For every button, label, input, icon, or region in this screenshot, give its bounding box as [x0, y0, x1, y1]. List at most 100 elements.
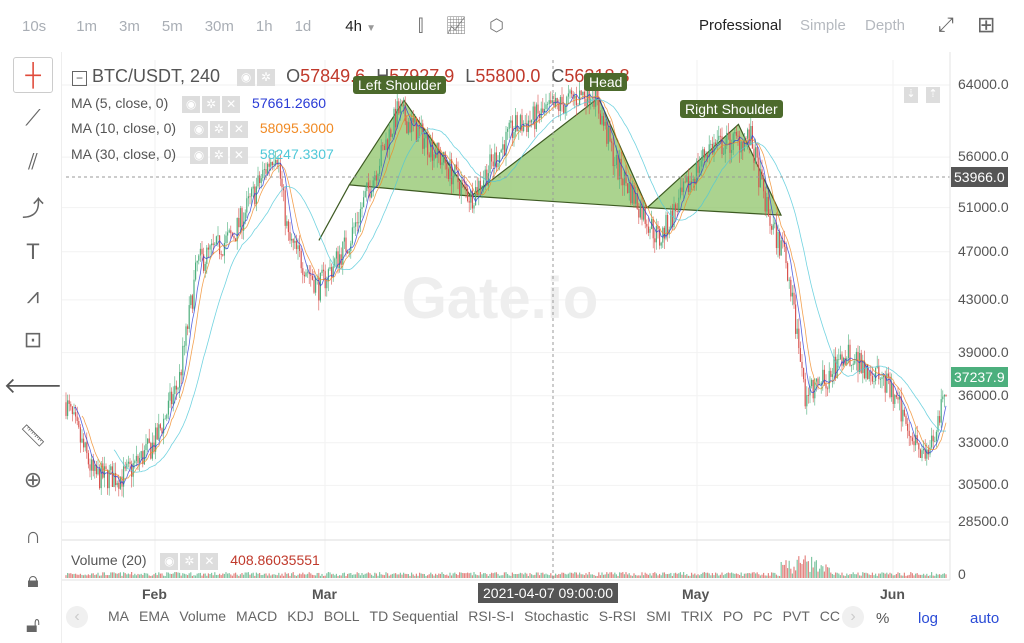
- settings-icon[interactable]: ⬡: [489, 16, 504, 35]
- text-tool-icon[interactable]: T: [26, 239, 40, 264]
- magnet-icon[interactable]: ∩: [25, 523, 41, 548]
- interval-1d[interactable]: 1d: [294, 17, 312, 35]
- back-arrow-icon[interactable]: 🡐: [3, 373, 63, 398]
- volume-bar: [758, 574, 760, 578]
- volume-bar: [326, 573, 328, 578]
- close-icon[interactable]: ✕: [229, 120, 248, 138]
- visibility-icon[interactable]: ◉: [189, 120, 208, 138]
- visibility-icon[interactable]: ◉: [182, 95, 201, 113]
- interval-4h[interactable]: 4h ▼: [345, 18, 376, 35]
- candle-body: [615, 155, 617, 166]
- indicator-po[interactable]: PO: [722, 608, 744, 624]
- scroll-right-icon[interactable]: ›: [842, 606, 864, 628]
- close-icon[interactable]: ✕: [229, 146, 248, 164]
- volume-bar: [839, 575, 841, 578]
- indicator-stochastic[interactable]: Stochastic: [524, 608, 589, 624]
- interval-5m[interactable]: 5m: [161, 17, 183, 35]
- log-scale-button[interactable]: log: [918, 610, 939, 627]
- candle-body: [894, 395, 896, 404]
- visibility-icon[interactable]: ◉: [189, 146, 208, 164]
- polyline-tool-icon[interactable]: ⤴: [21, 196, 44, 221]
- volume-bar: [155, 572, 157, 578]
- lock-drawing-icon[interactable]: 🔒︎: [27, 567, 39, 592]
- close-icon[interactable]: ✕: [200, 552, 219, 570]
- settings-icon[interactable]: ✲: [209, 120, 228, 138]
- interval-3m[interactable]: 3m: [119, 17, 140, 35]
- indicator-pc[interactable]: PC: [753, 608, 773, 624]
- candlestick-type-icon[interactable]: ⫿: [418, 16, 424, 35]
- candle-body: [147, 438, 149, 444]
- unlock-icon[interactable]: 🔓︎: [25, 612, 41, 637]
- candle-body: [711, 143, 713, 154]
- visibility-icon[interactable]: ◉: [160, 552, 179, 570]
- volume-bar: [99, 575, 101, 578]
- indicator-td-sequential[interactable]: TD Sequential: [369, 608, 459, 624]
- indicator-smi[interactable]: SMI: [646, 608, 671, 624]
- indicator-boll[interactable]: BOLL: [323, 608, 360, 624]
- interval-10s[interactable]: 10s: [22, 17, 47, 35]
- volume-bar: [691, 572, 693, 578]
- settings-icon[interactable]: ✲: [209, 146, 228, 164]
- indicator-volume[interactable]: Volume: [179, 608, 227, 624]
- candle-body: [185, 326, 187, 346]
- indicators-icon[interactable]: 📈︎: [445, 16, 468, 35]
- settings-icon[interactable]: ✲: [202, 95, 221, 113]
- zoom-in-icon[interactable]: ⊕: [23, 467, 43, 492]
- interval-30m[interactable]: 30m: [204, 17, 234, 35]
- candle-body: [220, 254, 222, 255]
- indicator-kdj[interactable]: KDJ: [287, 608, 314, 624]
- indicator-s-rsi[interactable]: S-RSI: [598, 608, 637, 624]
- candle-body: [439, 153, 441, 165]
- interval-1m[interactable]: 1m: [76, 17, 98, 35]
- scale-up-icon[interactable]: ⇡: [926, 87, 940, 103]
- measure-tool-icon[interactable]: ⊡: [23, 327, 43, 352]
- indicator-cc[interactable]: CC: [819, 608, 841, 624]
- scale-down-icon[interactable]: ⇣: [904, 87, 918, 103]
- candle-body: [766, 196, 768, 212]
- candle-body: [548, 100, 550, 104]
- indicator-pvt[interactable]: PVT: [782, 608, 810, 624]
- volume-bar: [451, 575, 453, 578]
- crosshair-tool-icon[interactable]: ┼: [13, 57, 53, 93]
- scroll-left-icon[interactable]: ‹: [66, 606, 88, 628]
- candle-body: [355, 222, 357, 227]
- settings-icon[interactable]: ✲: [180, 552, 199, 570]
- candle-body: [883, 375, 885, 378]
- fullscreen-icon[interactable]: ⤢: [938, 14, 954, 36]
- pattern-tool-icon[interactable]: ⩘: [26, 283, 40, 308]
- indicator-rsi-s-i[interactable]: RSI-S-I: [468, 608, 515, 624]
- indicator-macd[interactable]: MACD: [236, 608, 278, 624]
- volume-bar: [665, 574, 667, 578]
- indicator-trix[interactable]: TRIX: [680, 608, 713, 624]
- visibility-icon[interactable]: ◉: [237, 68, 256, 86]
- indicator-ema[interactable]: EMA: [139, 608, 170, 624]
- collapse-icon[interactable]: −: [72, 71, 87, 86]
- trendline-tool-icon[interactable]: ⟋: [25, 105, 41, 130]
- interval-1h[interactable]: 1h: [255, 17, 273, 35]
- volume-bar: [825, 564, 827, 578]
- candle-body: [702, 149, 704, 161]
- price-tick: 64000.0: [958, 76, 1009, 92]
- settings-icon[interactable]: ✲: [257, 68, 276, 86]
- mode-professional[interactable]: Professional: [699, 17, 782, 34]
- candle-body: [926, 449, 928, 459]
- candle-body: [507, 128, 509, 132]
- close-icon[interactable]: ✕: [222, 95, 241, 113]
- mode-simple[interactable]: Simple: [800, 17, 846, 34]
- candle-body: [751, 126, 753, 149]
- candle-body: [583, 91, 585, 99]
- mode-depth[interactable]: Depth: [865, 17, 906, 34]
- volume-bar: [785, 560, 787, 578]
- volume-bar: [398, 574, 400, 578]
- volume-bar: [399, 572, 401, 578]
- candle-body: [110, 466, 112, 471]
- percent-scale-button[interactable]: %: [876, 610, 890, 627]
- layout-grid-icon[interactable]: ⊞: [977, 12, 996, 37]
- ruler-icon[interactable]: 📏︎: [19, 423, 47, 448]
- indicator-ma[interactable]: MA: [108, 608, 129, 624]
- volume-bar: [223, 573, 225, 578]
- auto-scale-button[interactable]: auto: [970, 610, 1000, 627]
- parallel-lines-tool-icon[interactable]: ⫽: [28, 149, 38, 174]
- candle-body: [876, 366, 878, 368]
